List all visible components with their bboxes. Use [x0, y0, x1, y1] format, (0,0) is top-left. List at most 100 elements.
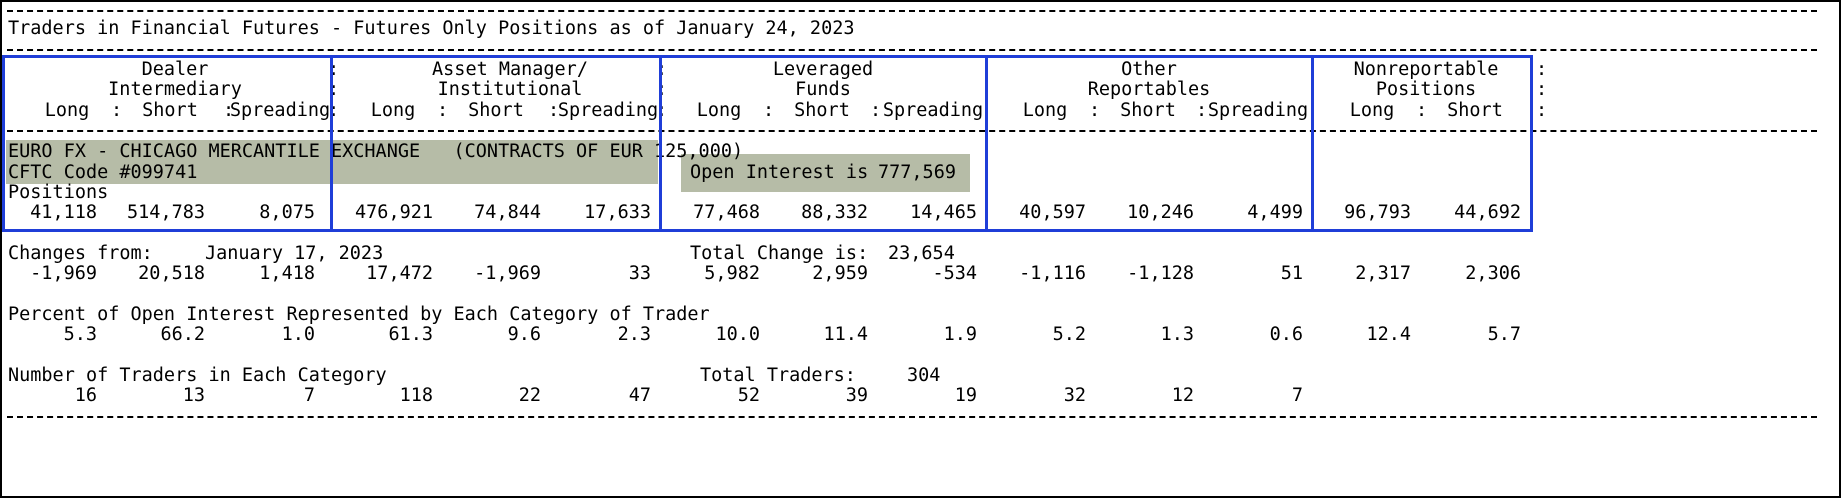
positions-value: 8,075: [259, 202, 315, 223]
column-header-short: Short: [142, 100, 198, 121]
header-colon: :: [763, 100, 775, 121]
positions-value: 74,844: [474, 202, 541, 223]
open-interest-label: Open Interest is: [690, 162, 869, 183]
column-header-long: Long: [696, 100, 742, 121]
column-header-long: Long: [370, 100, 416, 121]
changes-label: Changes from:: [8, 243, 153, 264]
group-header-line2: Funds: [795, 79, 851, 100]
change-value: 5,982: [704, 263, 760, 284]
traders-value: 7: [303, 385, 315, 406]
group-header-line2: Institutional: [437, 79, 583, 100]
traders-value: 7: [1291, 385, 1303, 406]
change-value: 2,306: [1465, 263, 1521, 284]
asset-manager-box: [330, 55, 662, 232]
change-value: 33: [628, 263, 651, 284]
percent-value: 2.3: [617, 324, 651, 345]
change-value: 51: [1280, 263, 1303, 284]
traders-value: 118: [399, 385, 433, 406]
column-header-short: Short: [1447, 100, 1503, 121]
traders-value: 22: [518, 385, 541, 406]
percent-value: 1.9: [943, 324, 977, 345]
group-header-line2: Positions: [1375, 79, 1477, 100]
percent-value: 61.3: [388, 324, 433, 345]
change-value: -1,128: [1127, 263, 1194, 284]
open-interest-value: 777,569: [878, 162, 956, 183]
positions-value: 44,692: [1454, 202, 1521, 223]
traders-value: 47: [628, 385, 651, 406]
change-value: 20,518: [138, 263, 205, 284]
positions-value: 88,332: [801, 202, 868, 223]
header-colon: :: [223, 100, 235, 121]
cftc-code: CFTC Code #099741: [8, 162, 198, 183]
leveraged-funds-box: [659, 55, 988, 232]
positions-value: 96,793: [1344, 202, 1411, 223]
header-colon: :: [1416, 100, 1428, 121]
total-change-label: Total Change is:: [690, 243, 869, 264]
traders-value: 13: [182, 385, 205, 406]
percent-value: 9.6: [507, 324, 541, 345]
percent-value: 5.2: [1052, 324, 1086, 345]
top-dashed-rule: [7, 10, 1817, 12]
header-colon: :: [870, 100, 882, 121]
report-title: Traders in Financial Futures - Futures O…: [8, 18, 855, 39]
positions-value: 40,597: [1019, 202, 1086, 223]
column-header-spreading: Spreading: [1207, 100, 1309, 121]
percent-value: 11.4: [823, 324, 868, 345]
positions-label: Positions: [8, 182, 109, 203]
percent-value: 12.4: [1366, 324, 1411, 345]
column-header-spreading: Spreading: [229, 100, 331, 121]
percent-value: 1.0: [281, 324, 315, 345]
market-name: EURO FX - CHICAGO MERCANTILE EXCHANGE (C…: [8, 141, 744, 162]
header-dashed-rule: [7, 130, 1817, 132]
traders-value: 52: [737, 385, 760, 406]
header-colon: :: [328, 79, 340, 100]
column-header-spreading: Spreading: [557, 100, 659, 121]
traders-value: 12: [1171, 385, 1194, 406]
open-interest-highlight: [681, 154, 970, 192]
other-reportables-box: [985, 55, 1314, 232]
percent-value: 0.6: [1269, 324, 1303, 345]
group-header-line2: Intermediary: [108, 79, 242, 100]
group-header-line1: Dealer: [141, 59, 209, 80]
header-colon: :: [1196, 100, 1208, 121]
traders-value: 32: [1063, 385, 1086, 406]
traders-value: 19: [954, 385, 977, 406]
group-header-line1: Other: [1121, 59, 1177, 80]
change-value: -534: [932, 263, 977, 284]
header-colon: :: [1089, 100, 1101, 121]
column-header-long: Long: [1022, 100, 1068, 121]
traders-label: Number of Traders in Each Category: [8, 365, 387, 386]
total-change-value: 23,654: [888, 243, 955, 264]
header-colon: :: [548, 100, 560, 121]
changes-date: January 17, 2023: [205, 243, 384, 264]
positions-value: 4,499: [1247, 202, 1303, 223]
group-header-line1: Asset Manager/: [432, 59, 588, 80]
change-value: -1,969: [474, 263, 541, 284]
column-header-long: Long: [1349, 100, 1395, 121]
header-colon: :: [328, 100, 340, 121]
dealer-box: [2, 55, 333, 232]
header-colon: :: [328, 59, 340, 80]
header-colon: :: [111, 100, 123, 121]
column-header-long: Long: [44, 100, 90, 121]
column-header-short: Short: [468, 100, 524, 121]
positions-value: 14,465: [910, 202, 977, 223]
header-colon: :: [1536, 59, 1548, 80]
total-traders-label: Total Traders:: [700, 365, 856, 386]
percent-value: 66.2: [160, 324, 205, 345]
change-value: 2,959: [812, 263, 868, 284]
positions-value: 10,246: [1127, 202, 1194, 223]
percent-value: 10.0: [715, 324, 760, 345]
nonreportable-box: [1311, 55, 1533, 232]
group-header-line1: Leveraged: [772, 59, 874, 80]
group-header-line2: Reportables: [1087, 79, 1211, 100]
column-header-short: Short: [1120, 100, 1176, 121]
header-colon: :: [1536, 79, 1548, 100]
positions-value: 514,783: [127, 202, 205, 223]
percent-value: 1.3: [1160, 324, 1194, 345]
positions-value: 77,468: [693, 202, 760, 223]
header-colon: :: [437, 100, 449, 121]
percent-label: Percent of Open Interest Represented by …: [8, 304, 710, 325]
